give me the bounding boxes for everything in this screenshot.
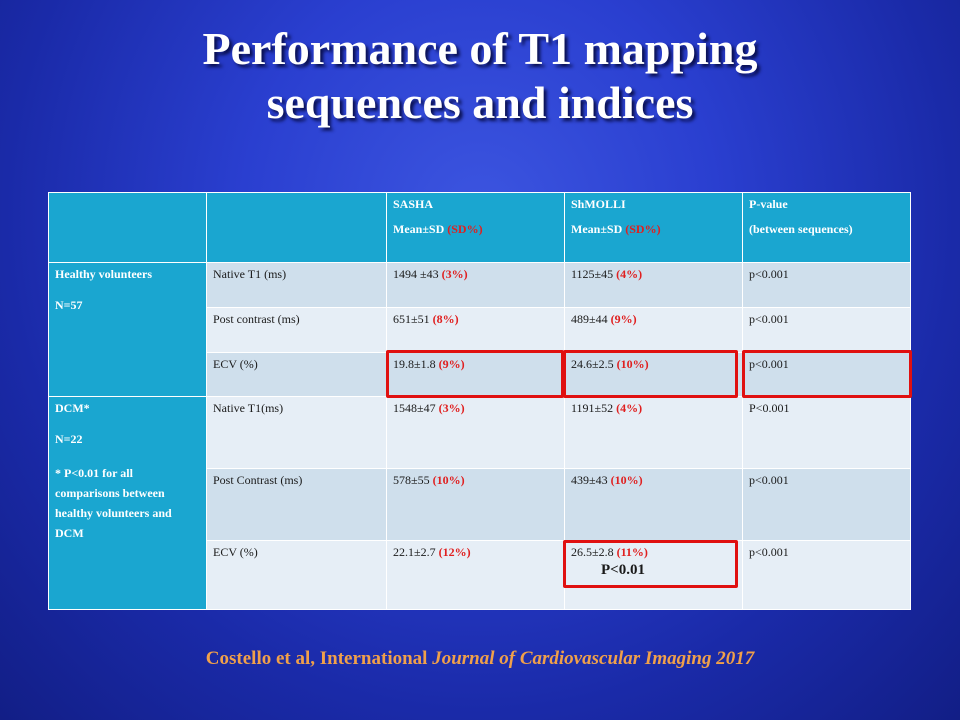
sasha-value: 1494 ±43: [393, 267, 442, 281]
table-header-row: SASHA Mean±SD (SD%) ShMOLLI Mean±SD (SD%…: [48, 192, 911, 263]
header-shmolli-sub: Mean±SD (SD%): [571, 222, 736, 237]
sasha-pct: (12%): [438, 545, 471, 559]
shmolli-p-note: P<0.01: [601, 562, 645, 578]
header-sasha-sub: Mean±SD (SD%): [393, 222, 558, 237]
header-shmolli: ShMOLLI Mean±SD (SD%): [564, 192, 743, 263]
row-measure: Post contrast (ms): [206, 307, 387, 353]
row-pvalue: p<0.001: [742, 262, 911, 308]
sasha-value: 22.1±2.7: [393, 545, 439, 559]
sasha-value: 1548±47: [393, 401, 439, 415]
shmolli-pct: (4%): [616, 267, 643, 281]
header-pvalue-label: P-value: [749, 197, 788, 211]
row-sasha: 22.1±2.7 (12%): [386, 540, 565, 610]
header-shmolli-sd: (SD%): [625, 222, 661, 236]
row-pvalue: p<0.001: [742, 540, 911, 610]
highlight-box-healthy-ecv-sasha: [386, 350, 564, 398]
row-pvalue: P<0.001: [742, 396, 911, 469]
table-row: Post Contrast (ms) 578±55 (10%) 439±43 (…: [49, 468, 911, 541]
slide-title: Performance of T1 mapping sequences and …: [0, 22, 960, 130]
sasha-pct: (10%): [432, 473, 465, 487]
shmolli-pct: (4%): [616, 401, 643, 415]
header-pvalue: P-value (between sequences): [742, 192, 911, 263]
shmolli-pct: (10%): [610, 473, 643, 487]
group-dcm-cell: DCM* N=22 * P<0.01 for all comparisons b…: [48, 396, 207, 610]
shmolli-pct: (10%): [616, 357, 649, 371]
table-row: Healthy volunteers N=57 Native T1 (ms) 1…: [48, 262, 911, 397]
shmolli-value: 24.6±2.5: [571, 357, 617, 371]
sasha-pct: (3%): [438, 401, 465, 415]
sasha-pct: (3%): [441, 267, 468, 281]
group-healthy-n: N=57: [55, 298, 83, 312]
shmolli-value: 1191±52: [571, 401, 617, 415]
row-shmolli: 24.6±2.5 (10%): [564, 352, 743, 397]
table-row: DCM* N=22 * P<0.01 for all comparisons b…: [48, 396, 911, 610]
highlight-box-healthy-ecv-pvalue: [742, 350, 912, 398]
highlight-box-dcm-ecv-shmolli: [563, 540, 738, 588]
header-sasha-sd: (SD%): [447, 222, 483, 236]
sasha-value: 651±51: [393, 312, 433, 326]
row-sasha: 651±51 (8%): [386, 307, 565, 353]
row-measure: ECV (%): [206, 540, 387, 610]
group-dcm-note: * P<0.01 for all comparisons between hea…: [55, 466, 172, 540]
shmolli-value: 1125±45: [571, 267, 617, 281]
row-measure: ECV (%): [206, 352, 387, 397]
header-shmolli-name: ShMOLLI: [571, 197, 626, 211]
shmolli-pct: (11%): [616, 545, 648, 559]
row-shmolli: 489±44 (9%): [564, 307, 743, 353]
sasha-value: 19.8±1.8: [393, 357, 439, 371]
citation-journal: Journal of Cardiovascular Imaging 2017: [432, 648, 755, 669]
header-empty-2: [206, 192, 387, 263]
sasha-pct: (8%): [432, 312, 459, 326]
shmolli-value: 26.5±2.8: [571, 545, 617, 559]
row-shmolli: 439±43 (10%): [564, 468, 743, 541]
row-shmolli: 1125±45 (4%): [564, 262, 743, 308]
shmolli-value: 439±43: [571, 473, 611, 487]
highlight-box-healthy-ecv-shmolli: [563, 350, 738, 398]
header-sasha-name: SASHA: [393, 197, 434, 211]
group-dcm-name: DCM*: [55, 401, 90, 415]
header-sasha-mean: Mean±SD: [393, 222, 448, 236]
table-row: ECV (%) 19.8±1.8 (9%) 24.6±2.5 (10%) p<0…: [49, 352, 911, 397]
row-pvalue: p<0.001: [742, 307, 911, 353]
header-pvalue-sub: (between sequences): [749, 222, 853, 236]
row-sasha: 1494 ±43 (3%): [386, 262, 565, 308]
group-dcm-n: N=22: [55, 432, 83, 446]
group-healthy-name: Healthy volunteers: [55, 267, 152, 281]
row-measure: Native T1(ms): [206, 396, 387, 469]
shmolli-pct: (9%): [610, 312, 637, 326]
sasha-value: 578±55: [393, 473, 433, 487]
group-healthy-cell: Healthy volunteers N=57: [48, 262, 207, 397]
slide-title-line1: Performance of T1 mapping: [202, 23, 758, 74]
header-shmolli-mean: Mean±SD: [571, 222, 626, 236]
header-sasha: SASHA Mean±SD (SD%): [386, 192, 565, 263]
shmolli-value: 489±44: [571, 312, 611, 326]
row-sasha: 19.8±1.8 (9%): [386, 352, 565, 397]
row-measure: Native T1 (ms): [206, 262, 387, 308]
table-row: ECV (%) 22.1±2.7 (12%) 26.5±2.8 (11%) P<0…: [49, 540, 911, 610]
sasha-pct: (9%): [438, 357, 465, 371]
citation-authors: Costello et al, International: [205, 648, 433, 669]
row-pvalue: p<0.001: [742, 352, 911, 397]
header-empty-1: [48, 192, 207, 263]
row-pvalue: p<0.001: [742, 468, 911, 541]
performance-table: SASHA Mean±SD (SD%) ShMOLLI Mean±SD (SD%…: [48, 192, 911, 610]
citation: Costello et al, International Journal of…: [0, 648, 960, 670]
slide-title-line2: sequences and indices: [266, 77, 694, 128]
table-row: Post contrast (ms) 651±51 (8%) 489±44 (9…: [49, 307, 911, 353]
row-measure: Post Contrast (ms): [206, 468, 387, 541]
row-shmolli: 1191±52 (4%): [564, 396, 743, 469]
row-sasha: 578±55 (10%): [386, 468, 565, 541]
row-sasha: 1548±47 (3%): [386, 396, 565, 469]
